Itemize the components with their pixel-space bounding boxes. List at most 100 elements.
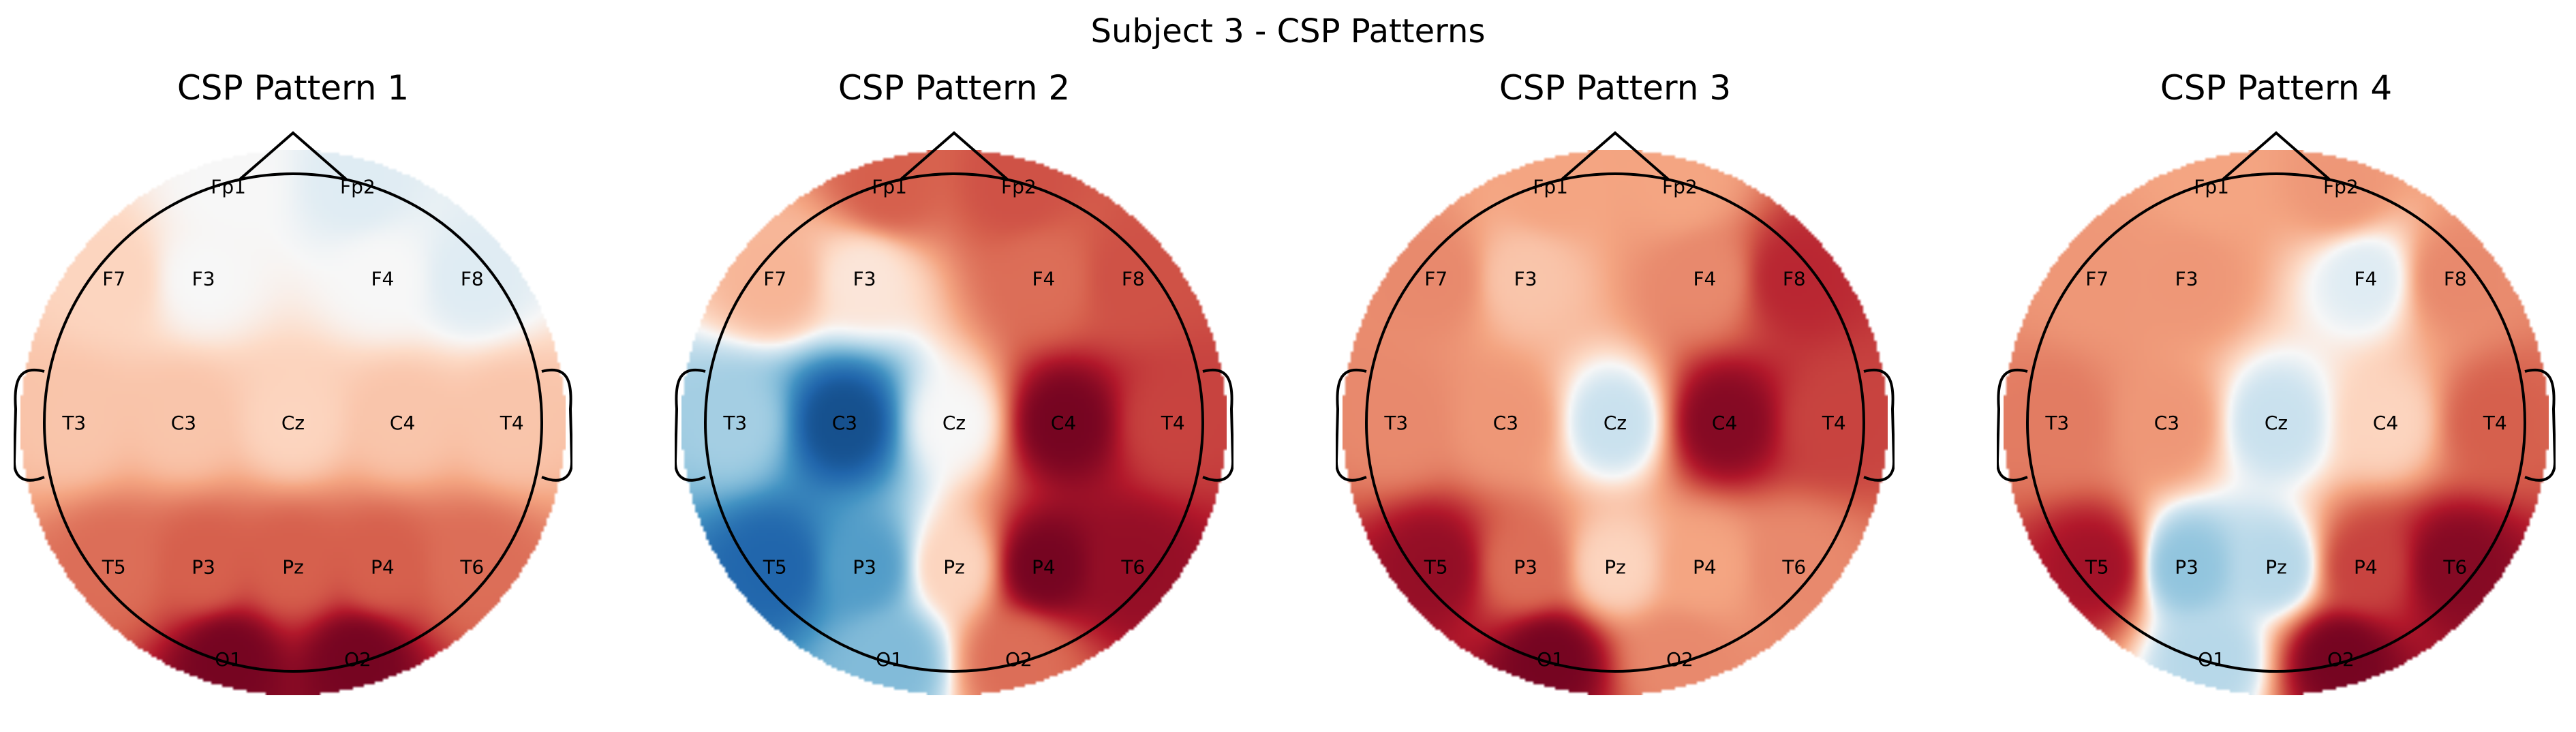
sensor-label-c4: C4 (390, 412, 415, 434)
nose-outline (900, 131, 1009, 181)
head-outline (1365, 172, 1865, 673)
interpolated-field (2004, 150, 2549, 695)
sensor-label-p3: P3 (1514, 556, 1537, 579)
sensor-label-fp2: Fp2 (2323, 175, 2359, 198)
sensor-label-o2: O2 (344, 648, 371, 671)
sensor-label-t6: T6 (459, 556, 484, 579)
right-ear-outline (541, 368, 572, 482)
sensor-label-c3: C3 (2154, 412, 2179, 434)
sensor-label-t3: T3 (1383, 412, 1408, 434)
sensor-label-f4: F4 (1693, 267, 1716, 290)
sensor-label-t4: T4 (1822, 412, 1846, 434)
sensor-label-fp2: Fp2 (1662, 175, 1698, 198)
topomap-svg: Fp1 Fp2 F7 F3 F4 F8 T3 C3 Cz C4 T4 T5 P3 Pz P4 T6 O1 O2 (14, 131, 572, 695)
sensor-label-fp1: Fp1 (872, 175, 907, 198)
panel-title: CSP Pattern 1 (177, 68, 410, 108)
panel-title: CSP Pattern 4 (2160, 68, 2393, 108)
topomap-svg: Fp1 Fp2 F7 F3 F4 F8 T3 C3 Cz C4 T4 T5 P3 Pz P4 T6 O1 O2 (1336, 131, 1895, 695)
right-ear-outline (2524, 368, 2556, 482)
sensor-label-p3: P3 (853, 556, 876, 579)
interpolated-field (20, 150, 566, 695)
topomap-panel-3: CSP Pattern 3 Fp1 Fp2 F7 F3 F4 F8 T3 C3 Cz C4 T4 T5… (1336, 68, 1895, 722)
sensor-label-c3: C3 (832, 412, 857, 434)
sensor-label-t6: T6 (1120, 556, 1145, 579)
nose-outline (2222, 131, 2331, 181)
left-ear-outline (1336, 368, 1367, 482)
sensor-label-f4: F4 (371, 267, 394, 290)
sensor-label-pz: Pz (943, 556, 965, 579)
sensor-label-fp1: Fp1 (2194, 175, 2229, 198)
sensor-label-o2: O2 (1666, 648, 1693, 671)
topomap-svg: Fp1 Fp2 F7 F3 F4 F8 T3 C3 Cz C4 T4 T5 P3 Pz P4 T6 O1 O2 (675, 131, 1233, 695)
sensor-label-p3: P3 (2175, 556, 2198, 579)
right-ear-outline (1202, 368, 1233, 482)
sensor-label-fp1: Fp1 (211, 175, 246, 198)
head-outline (704, 172, 1204, 673)
sensor-label-o2: O2 (2327, 648, 2355, 671)
sensor-label-pz: Pz (2265, 556, 2287, 579)
interpolated-field (681, 150, 1227, 695)
sensor-label-t5: T5 (102, 556, 126, 579)
topomap-panel-2: CSP Pattern 2 Fp1 Fp2 F7 F3 F4 F8 T3 C3 Cz C4 T4 T5… (675, 68, 1233, 722)
sensor-label-cz: Cz (281, 412, 305, 434)
head-outline (2026, 172, 2526, 673)
sensor-label-f8: F8 (1122, 267, 1145, 290)
sensor-label-f3: F3 (2175, 267, 2198, 290)
sensor-label-p4: P4 (2354, 556, 2378, 579)
sensor-label-o2: O2 (1005, 648, 1032, 671)
sensor-label-f3: F3 (1514, 267, 1537, 290)
left-ear-outline (14, 368, 45, 482)
sensor-label-p4: P4 (1032, 556, 1056, 579)
sensor-label-f3: F3 (853, 267, 876, 290)
panel-title: CSP Pattern 3 (1499, 68, 1732, 108)
sensor-label-f8: F8 (1783, 267, 1806, 290)
sensor-label-t4: T4 (2483, 412, 2507, 434)
sensor-label-o1: O1 (1537, 648, 1564, 671)
sensor-label-f7: F7 (2085, 267, 2109, 290)
nose-outline (239, 131, 348, 181)
sensor-label-t6: T6 (2442, 556, 2467, 579)
sensor-label-f8: F8 (2444, 267, 2467, 290)
sensor-label-t4: T4 (500, 412, 524, 434)
sensor-label-c3: C3 (171, 412, 196, 434)
sensor-label-fp2: Fp2 (340, 175, 375, 198)
sensor-label-f7: F7 (1424, 267, 1447, 290)
sensor-label-f4: F4 (2354, 267, 2377, 290)
sensor-label-t6: T6 (1781, 556, 1806, 579)
sensor-label-f8: F8 (461, 267, 484, 290)
interpolated-field (1343, 150, 1888, 695)
sensor-label-t4: T4 (1161, 412, 1185, 434)
sensor-label-t3: T3 (61, 412, 86, 434)
sensor-label-cz: Cz (1604, 412, 1627, 434)
sensor-label-cz: Cz (942, 412, 966, 434)
sensor-label-fp2: Fp2 (1001, 175, 1037, 198)
sensor-label-f7: F7 (102, 267, 125, 290)
sensor-label-p3: P3 (191, 556, 215, 579)
sensor-label-o1: O1 (876, 648, 903, 671)
panel-title: CSP Pattern 2 (838, 68, 1071, 108)
left-ear-outline (1997, 368, 2028, 482)
figure-title: Subject 3 - CSP Patterns (1090, 12, 1486, 50)
sensor-label-f7: F7 (763, 267, 786, 290)
sensor-label-p4: P4 (1693, 556, 1717, 579)
sensor-label-p4: P4 (371, 556, 395, 579)
nose-outline (1561, 131, 1670, 181)
left-ear-outline (675, 368, 706, 482)
sensor-label-f4: F4 (1032, 267, 1055, 290)
sensor-label-t5: T5 (763, 556, 787, 579)
sensor-label-c4: C4 (1712, 412, 1737, 434)
sensor-label-c4: C4 (1051, 412, 1076, 434)
right-ear-outline (1863, 368, 1895, 482)
sensor-label-cz: Cz (2265, 412, 2288, 434)
topomap-panel-1: CSP Pattern 1 Fp1 Fp2 F7 F3 F4 F8 T3 C3 Cz C4 T4 T5… (14, 68, 572, 722)
head-outline (43, 172, 543, 673)
sensor-label-pz: Pz (1604, 556, 1626, 579)
sensor-label-t3: T3 (722, 412, 747, 434)
sensor-label-c4: C4 (2373, 412, 2398, 434)
sensor-label-o1: O1 (2198, 648, 2225, 671)
sensor-label-o1: O1 (215, 648, 242, 671)
sensor-label-c3: C3 (1493, 412, 1518, 434)
sensor-label-fp1: Fp1 (1533, 175, 1568, 198)
sensor-label-t3: T3 (2044, 412, 2069, 434)
topomap-panel-4: CSP Pattern 4 Fp1 Fp2 F7 F3 F4 F8 T3 C3 Cz C4 T4 T5… (1997, 68, 2556, 722)
